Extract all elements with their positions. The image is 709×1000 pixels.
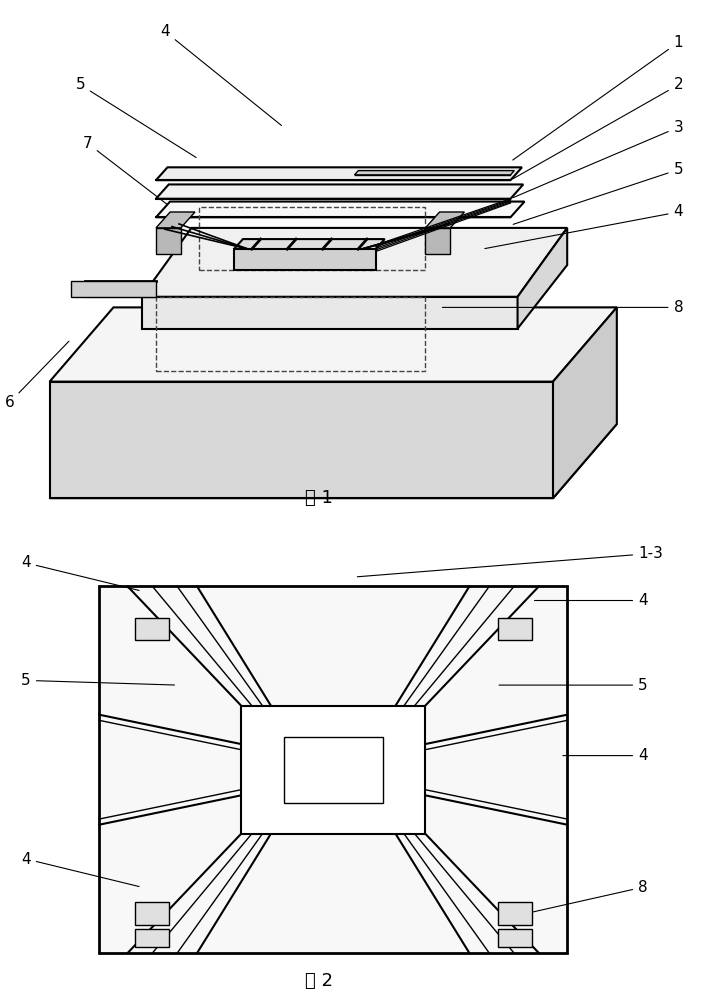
Polygon shape xyxy=(354,171,514,175)
Polygon shape xyxy=(425,228,450,254)
Text: 4: 4 xyxy=(21,852,139,887)
Polygon shape xyxy=(71,281,156,297)
Bar xyxy=(498,929,532,947)
Text: 4: 4 xyxy=(563,748,648,763)
Bar xyxy=(135,618,169,640)
Polygon shape xyxy=(156,184,523,199)
Bar xyxy=(241,706,425,834)
Polygon shape xyxy=(425,212,464,228)
Text: 6: 6 xyxy=(4,341,69,410)
Text: 8: 8 xyxy=(520,880,648,915)
Text: 7: 7 xyxy=(82,136,168,205)
Polygon shape xyxy=(156,202,525,217)
Polygon shape xyxy=(156,228,181,254)
Polygon shape xyxy=(156,212,195,228)
Text: 5: 5 xyxy=(513,162,683,224)
Polygon shape xyxy=(234,249,376,270)
Text: 1-3: 1-3 xyxy=(357,546,663,577)
Bar xyxy=(284,737,383,803)
Text: 4: 4 xyxy=(535,593,648,608)
Polygon shape xyxy=(156,167,522,180)
Text: 1: 1 xyxy=(513,35,683,160)
Polygon shape xyxy=(142,228,567,297)
Text: 图 1: 图 1 xyxy=(305,489,333,507)
Text: 4: 4 xyxy=(485,205,683,249)
Text: 2: 2 xyxy=(513,77,683,179)
Bar xyxy=(199,207,425,270)
Text: 3: 3 xyxy=(513,120,683,198)
Polygon shape xyxy=(50,382,553,498)
Polygon shape xyxy=(518,228,567,329)
Text: 4: 4 xyxy=(21,555,139,590)
Text: 图 2: 图 2 xyxy=(305,972,333,990)
Polygon shape xyxy=(50,307,617,382)
Text: 5: 5 xyxy=(499,678,648,693)
Polygon shape xyxy=(553,307,617,498)
Text: 5: 5 xyxy=(75,77,196,158)
Text: 8: 8 xyxy=(442,300,683,315)
Bar xyxy=(498,618,532,640)
Polygon shape xyxy=(50,424,617,498)
Bar xyxy=(99,586,567,953)
Bar xyxy=(498,902,532,925)
Bar xyxy=(135,929,169,947)
Text: 4: 4 xyxy=(160,24,281,125)
Text: 5: 5 xyxy=(21,673,174,688)
Bar xyxy=(135,902,169,925)
Bar xyxy=(156,297,425,371)
Polygon shape xyxy=(234,239,385,249)
Polygon shape xyxy=(142,297,518,329)
